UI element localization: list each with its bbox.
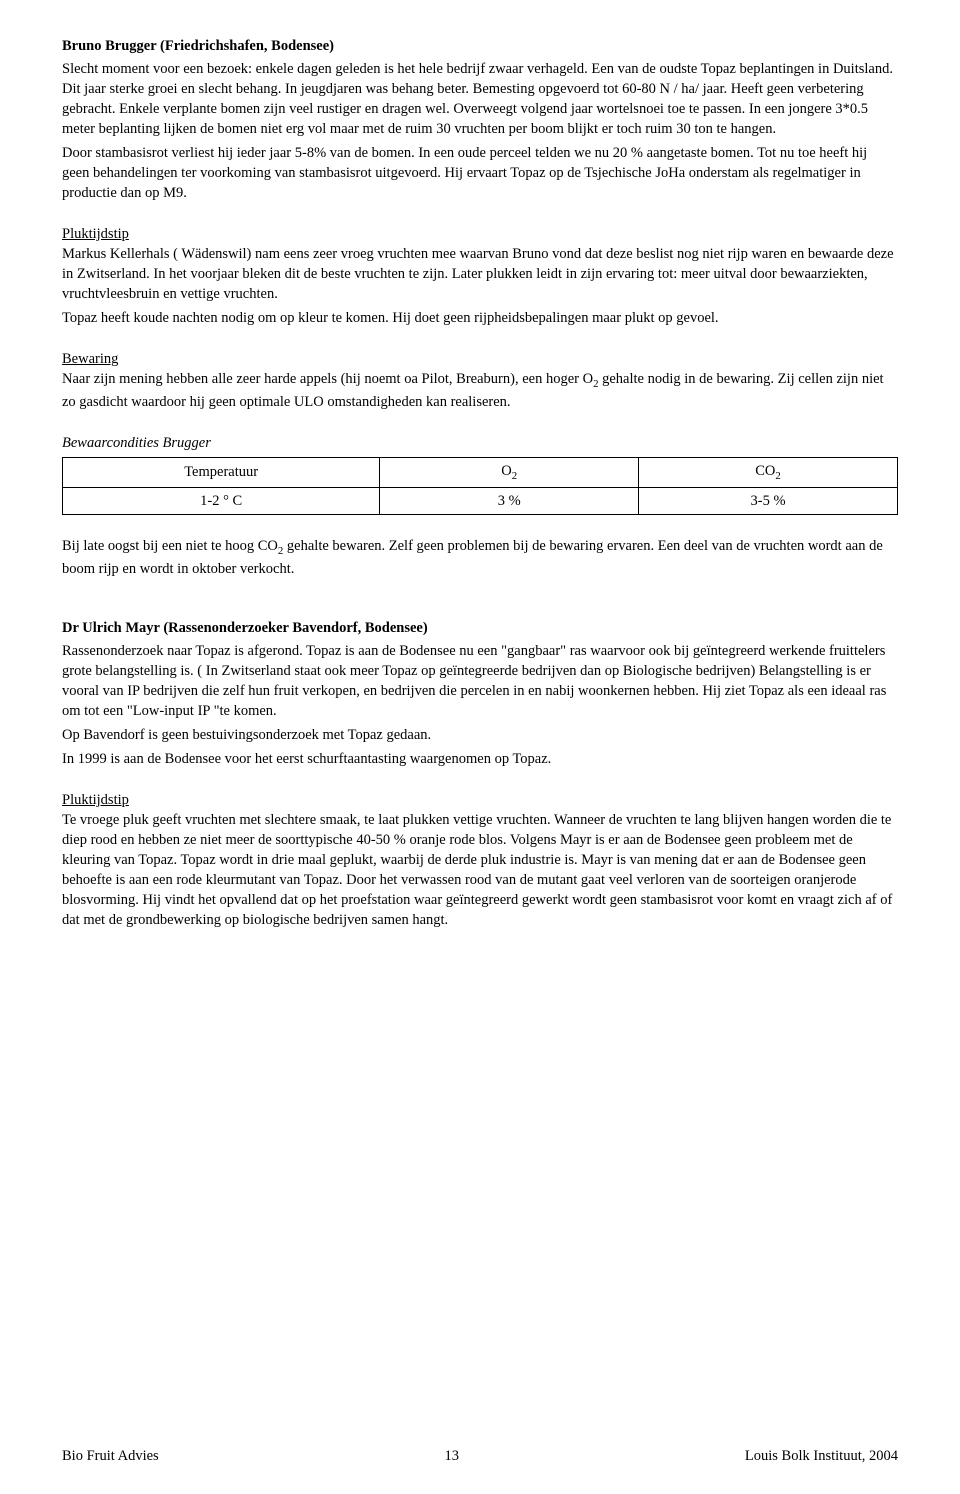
table-cell: 3 % — [380, 487, 639, 514]
paragraph: Topaz heeft koude nachten nodig om op kl… — [62, 308, 898, 328]
table-row: Temperatuur O2 CO2 — [63, 457, 898, 487]
paragraph: Op Bavendorf is geen bestuivingsonderzoe… — [62, 725, 898, 745]
text: O — [501, 463, 511, 479]
spacer — [62, 600, 898, 618]
text: CO — [755, 463, 775, 479]
section-bewaring: Bewaring Naar zijn mening hebben alle ze… — [62, 349, 898, 412]
footer-right: Louis Bolk Instituut, 2004 — [745, 1446, 898, 1466]
table-header: O2 — [380, 457, 639, 487]
section-pluktijdstip-2: Pluktijdstip Te vroege pluk geeft vrucht… — [62, 790, 898, 930]
heading-mayr: Dr Ulrich Mayr (Rassenonderzoeker Bavend… — [62, 618, 898, 638]
text: Naar zijn mening hebben alle zeer harde … — [62, 371, 593, 387]
section-pluktijdstip-1: Pluktijdstip Markus Kellerhals ( Wädensw… — [62, 224, 898, 328]
subheading-bewaring: Bewaring — [62, 349, 898, 369]
footer-left: Bio Fruit Advies — [62, 1446, 159, 1466]
paragraph: Naar zijn mening hebben alle zeer harde … — [62, 369, 898, 412]
text: Bij late oogst bij een niet te hoog CO — [62, 538, 278, 554]
footer-page-number: 13 — [445, 1446, 460, 1466]
heading-brugger: Bruno Brugger (Friedrichshafen, Bodensee… — [62, 36, 898, 56]
table-row: 1-2 ° C 3 % 3-5 % — [63, 487, 898, 514]
table-header: CO2 — [639, 457, 898, 487]
paragraph: Door stambasisrot verliest hij ieder jaa… — [62, 143, 898, 203]
paragraph: In 1999 is aan de Bodensee voor het eers… — [62, 749, 898, 769]
table-cell: 1-2 ° C — [63, 487, 380, 514]
section-brugger-intro: Bruno Brugger (Friedrichshafen, Bodensee… — [62, 36, 898, 203]
subheading-pluktijdstip: Pluktijdstip — [62, 790, 898, 810]
subheading-pluktijdstip: Pluktijdstip — [62, 224, 898, 244]
table-caption: Bewaarcondities Brugger — [62, 433, 898, 453]
table-cell: 3-5 % — [639, 487, 898, 514]
table-header: Temperatuur — [63, 457, 380, 487]
paragraph: Markus Kellerhals ( Wädenswil) nam eens … — [62, 244, 898, 304]
paragraph: Te vroege pluk geeft vruchten met slecht… — [62, 810, 898, 930]
section-after-table: Bij late oogst bij een niet te hoog CO2 … — [62, 536, 898, 579]
page-footer: Bio Fruit Advies 13 Louis Bolk Instituut… — [62, 1446, 898, 1466]
storage-conditions-table: Temperatuur O2 CO2 1-2 ° C 3 % 3-5 % — [62, 457, 898, 515]
paragraph: Rassenonderzoek naar Topaz is afgerond. … — [62, 641, 898, 721]
paragraph: Bij late oogst bij een niet te hoog CO2 … — [62, 536, 898, 579]
subscript: 2 — [512, 470, 517, 482]
paragraph: Slecht moment voor een bezoek: enkele da… — [62, 59, 898, 139]
section-mayr: Dr Ulrich Mayr (Rassenonderzoeker Bavend… — [62, 618, 898, 769]
subscript: 2 — [775, 470, 780, 482]
